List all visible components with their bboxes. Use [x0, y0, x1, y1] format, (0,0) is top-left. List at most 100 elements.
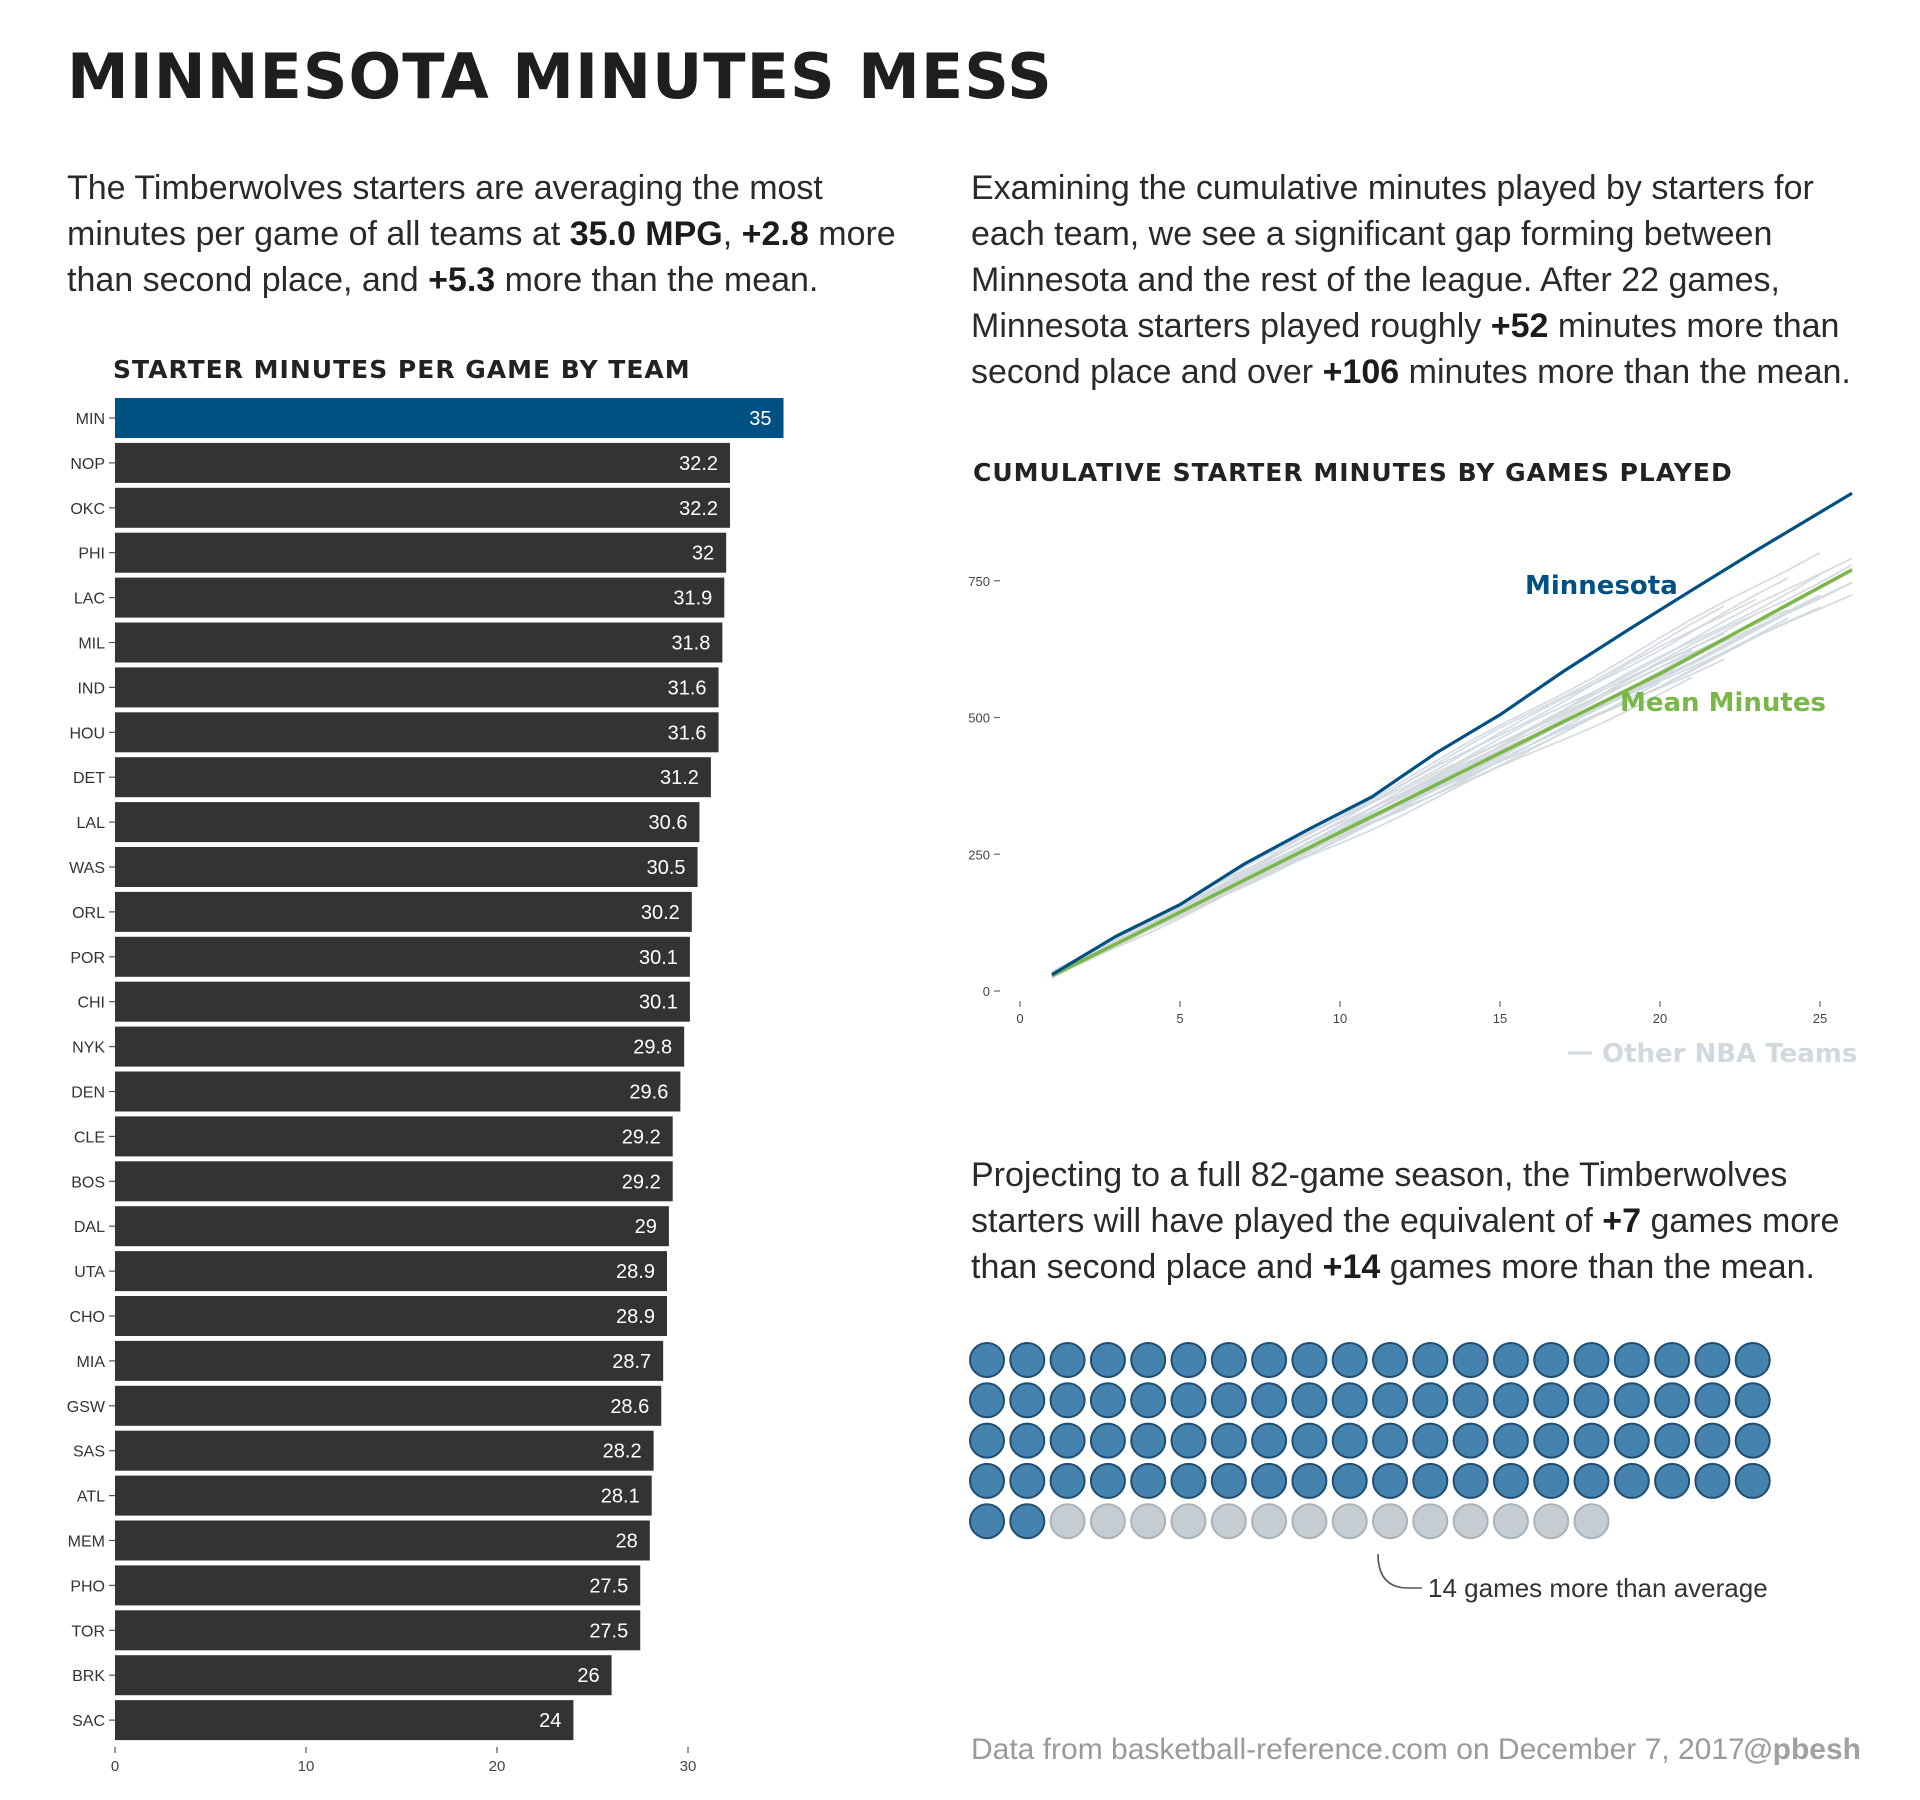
waffle-game-filled — [1251, 1382, 1288, 1419]
team-label: MEM — [68, 1534, 105, 1551]
waffle-game-filled — [969, 1462, 1005, 1499]
intro-text-4: more than the mean. — [495, 261, 819, 299]
bar-value-label: 30.5 — [647, 857, 686, 879]
bar-mia — [115, 1340, 664, 1381]
team-label: POR — [70, 950, 105, 967]
waffle-game-filled — [1291, 1422, 1328, 1459]
waffle-game-filled — [1492, 1462, 1529, 1499]
waffle-game-filled — [1452, 1422, 1489, 1459]
bar-value-label: 31.8 — [671, 633, 710, 655]
waffle-game-filled — [1694, 1342, 1731, 1378]
waffle-game-filled — [1049, 1342, 1086, 1378]
bar-tor — [115, 1610, 641, 1651]
waffle-game-extra — [1210, 1503, 1247, 1540]
bar-was — [115, 847, 698, 887]
bar-chart-title: STARTER MINUTES PER GAME BY TEAM — [113, 355, 691, 384]
bar-phi — [115, 532, 727, 573]
bar-value-label: 29.2 — [622, 1171, 661, 1193]
waffle-game-filled — [1573, 1342, 1610, 1378]
waffle-game-filled — [1170, 1382, 1207, 1419]
x-tick-label: 30 — [680, 1758, 697, 1775]
waffle-game-filled — [1452, 1462, 1489, 1499]
waffle-game-filled — [1089, 1382, 1126, 1419]
intro-paragraph: The Timberwolves starters are averaging … — [67, 165, 907, 303]
intro-mpg-value: 35.0 MPG — [569, 215, 723, 253]
waffle-game-filled — [1049, 1422, 1086, 1459]
team-label: NYK — [72, 1040, 105, 1057]
bar-value-label: 32 — [692, 543, 714, 565]
waffle-game-filled — [1331, 1342, 1368, 1378]
bar-gsw — [115, 1385, 662, 1426]
team-label: HOU — [69, 725, 105, 742]
waffle-game-filled — [1210, 1422, 1247, 1459]
bar-nyk — [115, 1026, 685, 1067]
bar-okc — [115, 487, 731, 528]
team-label: MIA — [77, 1354, 106, 1371]
waffle-game-filled — [1533, 1382, 1570, 1419]
waffle-game-filled — [1533, 1342, 1570, 1378]
x-tick-label: 15 — [1493, 1011, 1507, 1026]
projection-text-3: games more than the mean. — [1380, 1248, 1815, 1286]
team-label: LAC — [74, 591, 105, 608]
team-label: DET — [73, 770, 105, 787]
waffle-game-extra — [1492, 1503, 1529, 1540]
bar-value-label: 32.2 — [679, 498, 718, 520]
waffle-game-filled — [1210, 1382, 1247, 1419]
waffle-game-filled — [1412, 1342, 1449, 1378]
y-tick-label: 750 — [968, 574, 990, 589]
waffle-game-filled — [1573, 1382, 1610, 1419]
waffle-game-filled — [1089, 1342, 1126, 1378]
bar-value-label: 28.7 — [612, 1351, 651, 1373]
waffle-game-filled — [1009, 1462, 1046, 1499]
waffle-game-filled — [1089, 1422, 1126, 1459]
bar-lac — [115, 577, 725, 618]
x-tick-label: 20 — [1653, 1011, 1667, 1026]
bar-value-label: 28.6 — [610, 1396, 649, 1418]
waffle-game-filled — [1452, 1382, 1489, 1419]
cumulative-paragraph: Examining the cumulative minutes played … — [971, 165, 1871, 395]
team-label: MIL — [78, 636, 105, 653]
team-label: ATL — [77, 1489, 105, 1506]
intro-mean-diff: +5.3 — [428, 261, 496, 299]
waffle-game-extra — [1331, 1503, 1368, 1540]
team-label: LAL — [77, 815, 106, 832]
annotation-connector — [1377, 1553, 1422, 1589]
y-tick-label: 0 — [983, 984, 990, 999]
bar-value-label: 29.8 — [633, 1037, 672, 1059]
waffle-game-filled — [1613, 1342, 1650, 1378]
bar-chi — [115, 981, 690, 1022]
waffle-game-filled — [1654, 1342, 1691, 1378]
bar-ind — [115, 667, 719, 708]
waffle-game-filled — [1372, 1342, 1408, 1378]
waffle-game-filled — [1654, 1422, 1691, 1459]
waffle-game-filled — [1089, 1462, 1126, 1499]
cumulative-text-3: minutes more than the mean. — [1399, 353, 1851, 391]
bar-sac — [115, 1700, 574, 1741]
waffle-game-filled — [1251, 1462, 1288, 1499]
mean-minutes-line — [1051, 568, 1853, 978]
team-label: NOP — [70, 456, 105, 473]
waffle-game-extra — [1533, 1503, 1570, 1540]
x-tick-label: 10 — [298, 1758, 315, 1775]
waffle-game-extra — [1573, 1503, 1610, 1540]
waffle-game-filled — [1734, 1422, 1771, 1459]
waffle-game-filled — [1331, 1382, 1368, 1419]
bar-value-label: 28.9 — [616, 1306, 655, 1328]
minnesota-line — [1051, 491, 1853, 976]
line-chart: Minnesota Mean Minutes 0 250 500 750 0 5 10 15 20 2… — [968, 491, 1857, 1069]
bar-value-label: 27.5 — [589, 1575, 628, 1597]
cumulative-mean-diff: +106 — [1322, 353, 1400, 391]
waffle-game-filled — [1130, 1342, 1167, 1378]
team-label: IND — [77, 680, 105, 697]
waffle-game-filled — [1492, 1342, 1529, 1378]
waffle-game-filled — [1210, 1462, 1247, 1499]
waffle-game-filled — [1694, 1422, 1731, 1459]
waffle-game-filled — [1533, 1462, 1570, 1499]
waffle-game-filled — [1613, 1382, 1650, 1419]
waffle-game-filled — [1331, 1422, 1368, 1459]
waffle-game-extra — [1372, 1503, 1408, 1540]
page-title: MINNESOTA MINUTES MESS — [67, 40, 1053, 113]
team-label: ORL — [72, 905, 105, 922]
projection-text-2: games more than second place and — [971, 1202, 1840, 1286]
waffle-game-extra — [1130, 1503, 1167, 1540]
